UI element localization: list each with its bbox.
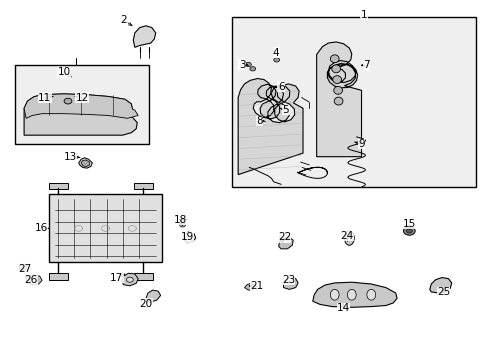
Ellipse shape — [330, 55, 338, 63]
Polygon shape — [81, 160, 89, 167]
Text: 23: 23 — [281, 275, 294, 285]
Polygon shape — [244, 283, 255, 290]
Text: 10: 10 — [58, 67, 70, 77]
Polygon shape — [183, 232, 195, 243]
Text: 2: 2 — [121, 15, 127, 26]
Text: 4: 4 — [272, 48, 279, 58]
Text: 22: 22 — [277, 232, 290, 242]
Circle shape — [30, 277, 38, 283]
Polygon shape — [312, 282, 396, 307]
Ellipse shape — [330, 289, 338, 300]
Bar — [15, 65, 149, 144]
Text: 20: 20 — [139, 299, 152, 309]
Polygon shape — [278, 237, 293, 249]
Bar — [49, 194, 161, 262]
Ellipse shape — [333, 86, 342, 94]
Ellipse shape — [366, 289, 375, 300]
Circle shape — [179, 223, 185, 227]
Text: 12: 12 — [75, 93, 88, 103]
Text: 8: 8 — [255, 116, 262, 126]
Ellipse shape — [344, 231, 353, 245]
Text: 15: 15 — [402, 219, 415, 229]
Circle shape — [64, 98, 72, 104]
Polygon shape — [122, 273, 138, 286]
Polygon shape — [26, 275, 42, 285]
Polygon shape — [24, 94, 137, 135]
Ellipse shape — [333, 97, 342, 105]
Text: 1: 1 — [360, 10, 366, 20]
Bar — [49, 183, 68, 189]
Text: 14: 14 — [336, 303, 349, 314]
Polygon shape — [283, 278, 298, 289]
Text: 6: 6 — [277, 82, 284, 92]
Circle shape — [403, 226, 414, 235]
Text: 24: 24 — [340, 231, 353, 240]
Ellipse shape — [332, 76, 341, 84]
Text: 16: 16 — [35, 224, 48, 233]
Text: 27: 27 — [19, 264, 32, 274]
Bar — [49, 273, 68, 280]
Text: 13: 13 — [63, 152, 77, 162]
Text: 5: 5 — [282, 105, 289, 115]
Polygon shape — [146, 290, 160, 302]
Ellipse shape — [346, 289, 355, 300]
Circle shape — [406, 229, 411, 233]
Text: 21: 21 — [249, 281, 263, 291]
Polygon shape — [316, 42, 361, 157]
Text: 25: 25 — [436, 287, 449, 297]
Text: 9: 9 — [358, 139, 364, 149]
Polygon shape — [19, 264, 27, 270]
Polygon shape — [238, 78, 303, 175]
Text: 7: 7 — [363, 60, 369, 70]
Bar — [134, 183, 153, 189]
Circle shape — [273, 58, 279, 62]
Text: 3: 3 — [238, 59, 245, 69]
Text: 17: 17 — [110, 273, 123, 283]
Circle shape — [126, 277, 133, 282]
Text: 18: 18 — [173, 215, 186, 225]
Ellipse shape — [331, 65, 340, 73]
Polygon shape — [79, 158, 92, 168]
Polygon shape — [133, 26, 156, 47]
Polygon shape — [24, 94, 138, 118]
Text: 26: 26 — [24, 275, 38, 285]
Bar — [134, 273, 153, 280]
Circle shape — [245, 62, 251, 67]
Bar — [232, 17, 475, 187]
Text: 19: 19 — [181, 232, 194, 242]
Circle shape — [249, 67, 255, 71]
Polygon shape — [429, 278, 451, 293]
Text: 11: 11 — [38, 93, 51, 103]
